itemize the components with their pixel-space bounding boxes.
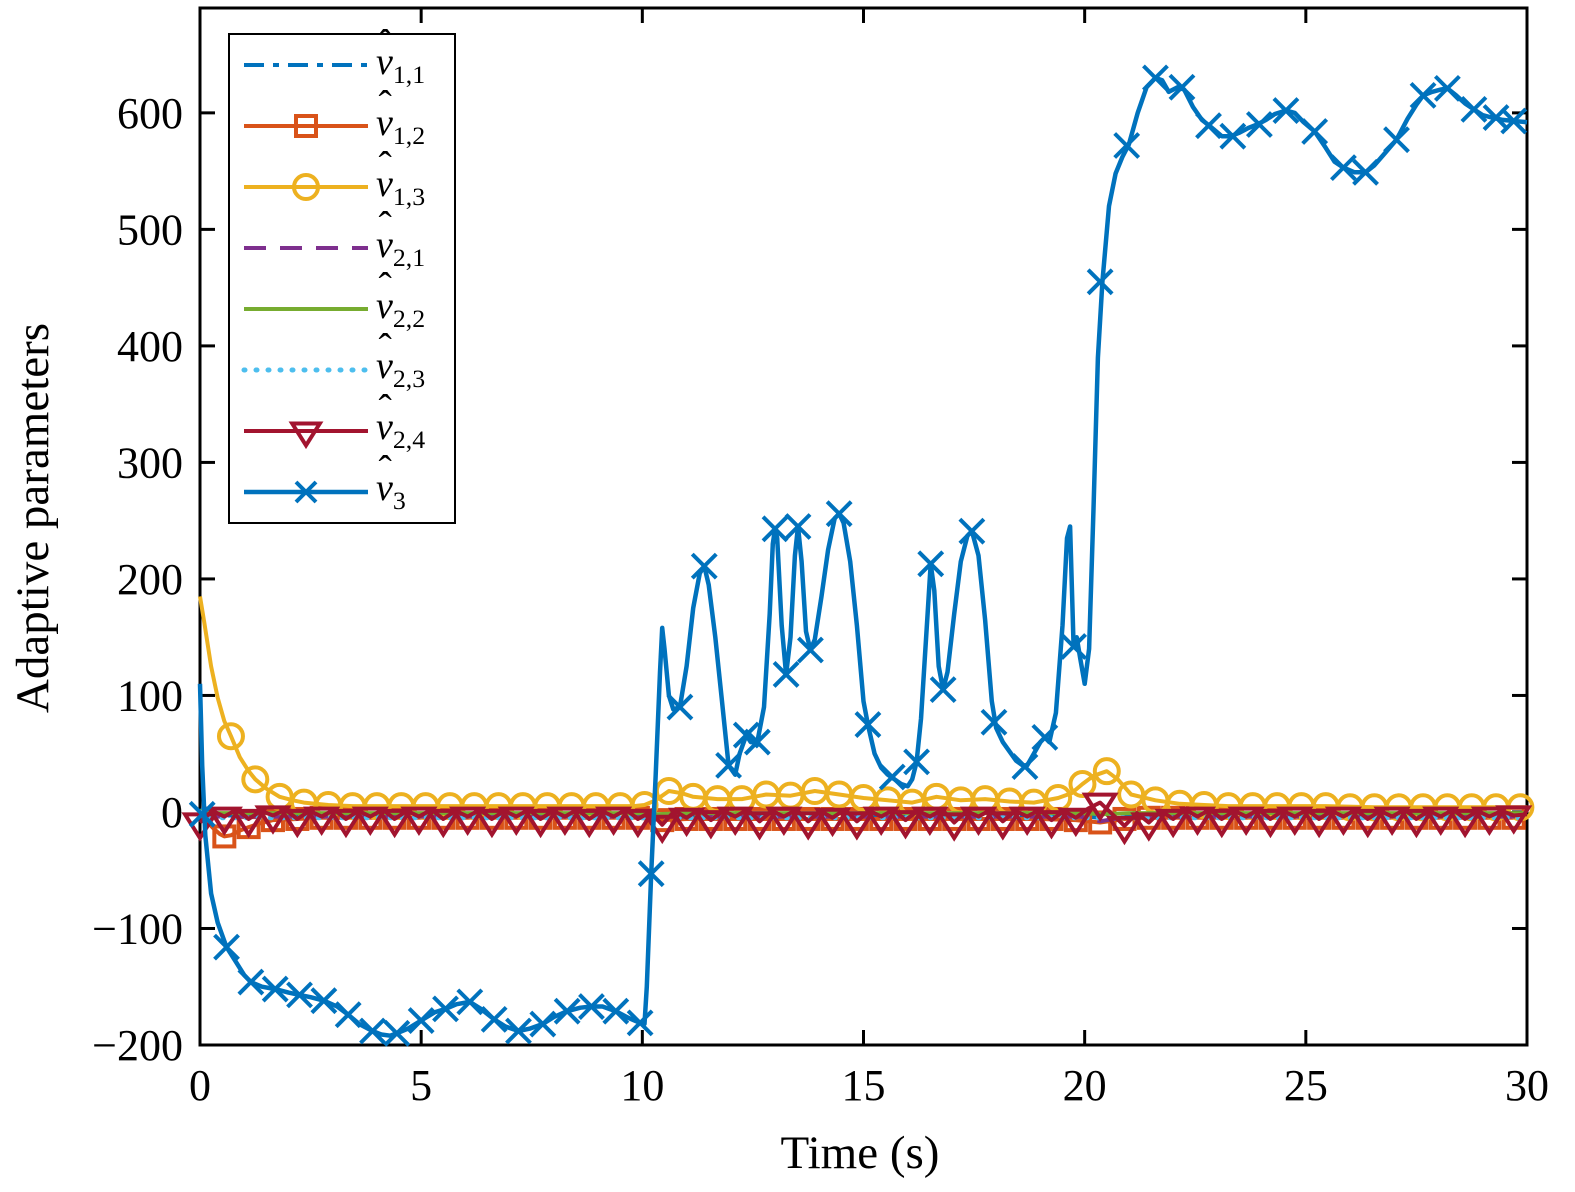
y-tick-label: −200 (92, 1021, 183, 1070)
x-tick-label: 15 (842, 1061, 886, 1110)
legend-label-v2-1: ˆ v2,1 (376, 203, 426, 272)
series-v2-4-markers (181, 792, 1533, 846)
legend-label-v1-2: ˆ v1,2 (376, 81, 426, 150)
y-tick-label: 500 (117, 205, 183, 254)
legend-label-v2-3: ˆ v2,3 (376, 325, 426, 394)
x-axis-label: Time (s) (781, 1127, 940, 1179)
legend-item-v2-3: ˆ v2,3 (230, 325, 454, 400)
y-tick-label: 0 (161, 788, 183, 837)
legend-label-v1-1: ˆ v1,1 (376, 20, 426, 90)
legend-sample-v2-1 (244, 246, 368, 251)
x-tick-label: 20 (1063, 1061, 1107, 1110)
y-tick-label: 300 (117, 438, 183, 487)
x-tick-label: 5 (410, 1061, 432, 1110)
x-tick-label: 30 (1505, 1061, 1549, 1110)
y-tick-label: 400 (117, 322, 183, 371)
x-tick-label: 10 (620, 1061, 664, 1110)
legend-sample-v2-2 (244, 306, 368, 311)
legend-label-v1-3: ˆ v1,3 (376, 142, 426, 211)
legend-label-v2-4: ˆ v2,4 (376, 386, 426, 455)
legend: ˆ v1,1 ˆ v1,2 ˆ v1,3 ˆ v2,1 ˆ v2,2 ˆ v2,3 ˆ v2,4 ˆ v3 (228, 20, 456, 524)
y-tick-label: 200 (117, 555, 183, 604)
x-tick-label: 25 (1284, 1061, 1328, 1110)
legend-item-v1-3: ˆ v1,3 (230, 142, 454, 217)
legend-sample-v2-4 (244, 421, 368, 449)
legend-sample-v1-3 (244, 173, 368, 202)
legend-item-v2-2: ˆ v2,2 (230, 264, 454, 339)
y-tick-label: −100 (92, 904, 183, 953)
legend-item-v2-4: ˆ v2,4 (230, 386, 454, 461)
legend-item-v2-1: ˆ v2,1 (230, 203, 454, 278)
legend-label-v3: ˆ v3 (376, 446, 406, 516)
y-tick-label: 600 (117, 89, 183, 138)
y-tick-label: 100 (117, 671, 183, 720)
series-v3-markers (188, 64, 1528, 1047)
legend-item-v1-1: ˆ v1,1 (230, 20, 454, 95)
legend-label-v2-2: ˆ v2,2 (376, 264, 426, 333)
legend-item-v1-2: ˆ v1,2 (230, 81, 454, 156)
legend-sample-v2-3 (241, 367, 371, 373)
legend-sample-v1-1 (244, 63, 368, 68)
x-tick-label: 0 (189, 1061, 211, 1110)
legend-sample-v3 (244, 480, 368, 503)
y-axis-label: Adaptive parameters (7, 323, 59, 713)
legend-item-v3: ˆ v3 (230, 446, 454, 522)
tick-labels: 0 5 10 15 20 25 30 −200 −100 0 100 200 300 400 500 600 (92, 89, 1549, 1110)
legend-sample-v1-2 (244, 114, 368, 139)
